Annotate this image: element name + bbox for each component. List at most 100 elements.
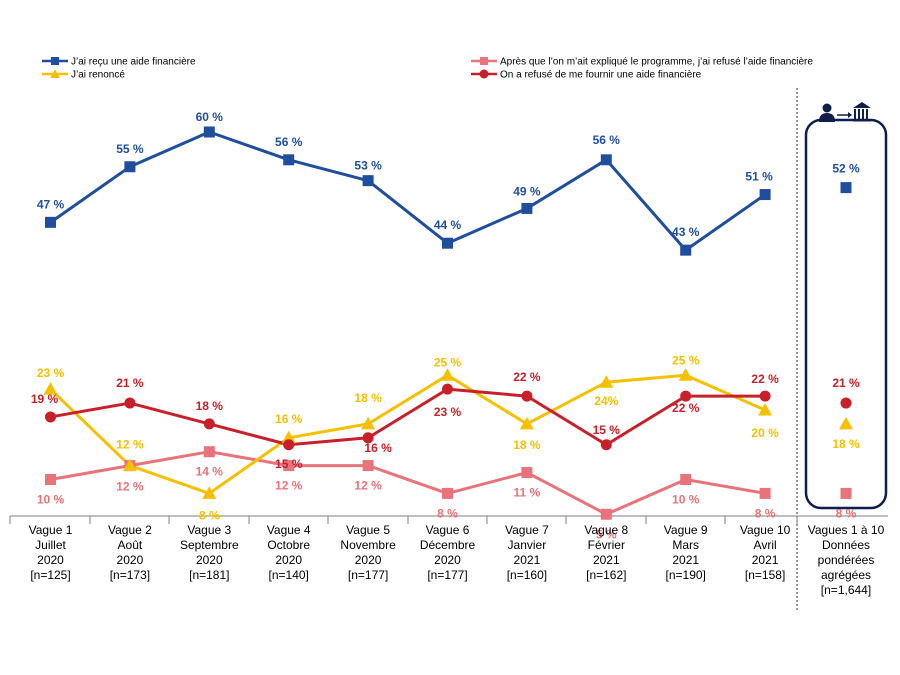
data-label-renounced: 18 % bbox=[513, 438, 541, 452]
aggregate-point-refused bbox=[840, 397, 852, 409]
data-label-received: 53 % bbox=[354, 159, 382, 173]
data-label-renounced: 25 % bbox=[672, 353, 700, 367]
data-point-refused bbox=[759, 390, 771, 402]
data-label-received: 55 % bbox=[116, 142, 144, 156]
data-point-refused bbox=[521, 390, 533, 402]
data-point-received bbox=[521, 202, 533, 214]
data-label-refused: 16 % bbox=[364, 441, 392, 455]
data-label-refused: 22 % bbox=[751, 372, 779, 386]
category-label-line: Vague 1 bbox=[29, 523, 73, 537]
data-point-refused bbox=[442, 383, 453, 395]
category-label-line: Février bbox=[588, 538, 625, 552]
aggregate-label-refused: 21 % bbox=[832, 376, 860, 390]
data-point-declined bbox=[680, 474, 692, 485]
category-label-line: [n=177] bbox=[427, 568, 467, 582]
legend-square-marker bbox=[480, 57, 488, 65]
legend-label-refused: On a refusé de me fournir une aide finan… bbox=[500, 70, 702, 81]
data-point-renounced bbox=[599, 375, 614, 388]
category-label-line: Novembre bbox=[340, 538, 396, 552]
data-label-refused: 19 % bbox=[31, 392, 59, 406]
aggregate-category-line: Données bbox=[822, 538, 870, 552]
data-point-renounced bbox=[281, 430, 296, 444]
aggregate-category-line: Vagues 1 à 10 bbox=[808, 523, 885, 537]
aggregate-point-received bbox=[840, 182, 852, 194]
data-point-received bbox=[680, 244, 692, 256]
data-point-declined bbox=[45, 474, 56, 485]
legend-triangle-marker bbox=[50, 69, 60, 78]
data-point-renounced bbox=[758, 403, 773, 416]
data-label-declined: 8 % bbox=[755, 506, 776, 520]
data-point-declined bbox=[203, 446, 215, 458]
category-label-line: Janvier bbox=[508, 538, 547, 552]
aggregate-category-line: [n=1,644] bbox=[821, 583, 871, 597]
aggregate-box bbox=[804, 118, 888, 510]
category-label-line: Septembre bbox=[180, 538, 239, 552]
category-label-line: [n=125] bbox=[30, 568, 70, 582]
data-label-received: 44 % bbox=[434, 218, 462, 232]
legend-label-renounced: J’ai renoncé bbox=[71, 70, 125, 81]
category-label-line: 2021 bbox=[514, 553, 541, 567]
category-label-line: 2020 bbox=[117, 553, 144, 567]
category-label-line: Vague 8 bbox=[584, 523, 628, 537]
data-point-received bbox=[203, 126, 215, 138]
data-label-refused: 22 % bbox=[672, 401, 700, 415]
data-point-refused bbox=[600, 439, 612, 451]
data-point-declined bbox=[362, 460, 374, 472]
data-label-renounced: 25 % bbox=[434, 355, 462, 369]
category-label-line: Avril bbox=[754, 538, 777, 552]
category-label-line: 2020 bbox=[434, 553, 461, 567]
aggregate-label-declined: 8 % bbox=[836, 506, 857, 520]
legend-item-received: J’ai reçu une aide financière bbox=[42, 57, 196, 68]
category-label-line: 2020 bbox=[196, 553, 223, 567]
series-lines bbox=[49, 130, 766, 516]
data-label-received: 47 % bbox=[37, 197, 65, 211]
data-point-received bbox=[45, 216, 56, 228]
data-point-renounced bbox=[519, 416, 534, 430]
aggregate-label-received: 52 % bbox=[832, 162, 860, 176]
category-label-line: 2021 bbox=[672, 553, 699, 567]
data-label-refused: 15 % bbox=[593, 423, 621, 437]
category-label-line: Mars bbox=[672, 538, 699, 552]
category-label-line: [n=162] bbox=[586, 568, 626, 582]
data-label-received: 60 % bbox=[196, 110, 224, 124]
data-label-refused: 15 % bbox=[275, 457, 303, 471]
data-label-declined: 8 % bbox=[437, 506, 458, 520]
data-labels: 10 % 12 % 14 % 12 % 12 % 8 % 11 % 5 % 10 % 8 % 8 %… bbox=[31, 110, 860, 541]
data-point-refused bbox=[124, 397, 136, 409]
data-label-renounced: 18 % bbox=[354, 391, 382, 405]
data-label-renounced: 23 % bbox=[37, 366, 65, 380]
category-label-line: [n=177] bbox=[348, 568, 388, 582]
data-point-declined bbox=[521, 467, 533, 479]
legend-circle-marker bbox=[479, 69, 489, 79]
data-point-refused bbox=[680, 390, 692, 402]
category-label-line: Août bbox=[118, 538, 143, 552]
aggregate-category-line: agrégées bbox=[821, 568, 871, 582]
category-label-line: [n=190] bbox=[666, 568, 706, 582]
data-point-refused bbox=[283, 439, 295, 451]
data-point-refused bbox=[45, 411, 56, 423]
category-label-line: [n=140] bbox=[269, 568, 309, 582]
category-label-line: Vague 7 bbox=[505, 523, 549, 537]
legend-label-received: J’ai reçu une aide financière bbox=[71, 57, 196, 68]
data-label-renounced: 12 % bbox=[116, 438, 144, 452]
series-markers bbox=[43, 126, 853, 520]
data-point-renounced bbox=[678, 368, 693, 381]
aggregate-point-renounced bbox=[839, 416, 853, 430]
data-label-received: 51 % bbox=[745, 170, 773, 184]
legend-square-marker bbox=[51, 57, 59, 65]
data-label-declined: 12 % bbox=[275, 479, 303, 493]
category-label-line: 2021 bbox=[593, 553, 620, 567]
category-label-line: Vague 3 bbox=[187, 523, 231, 537]
data-label-renounced: 16 % bbox=[275, 412, 303, 426]
data-label-refused: 18 % bbox=[196, 399, 224, 413]
data-point-refused bbox=[362, 432, 374, 444]
data-point-declined bbox=[442, 487, 453, 499]
category-label-line: Décembre bbox=[420, 538, 476, 552]
